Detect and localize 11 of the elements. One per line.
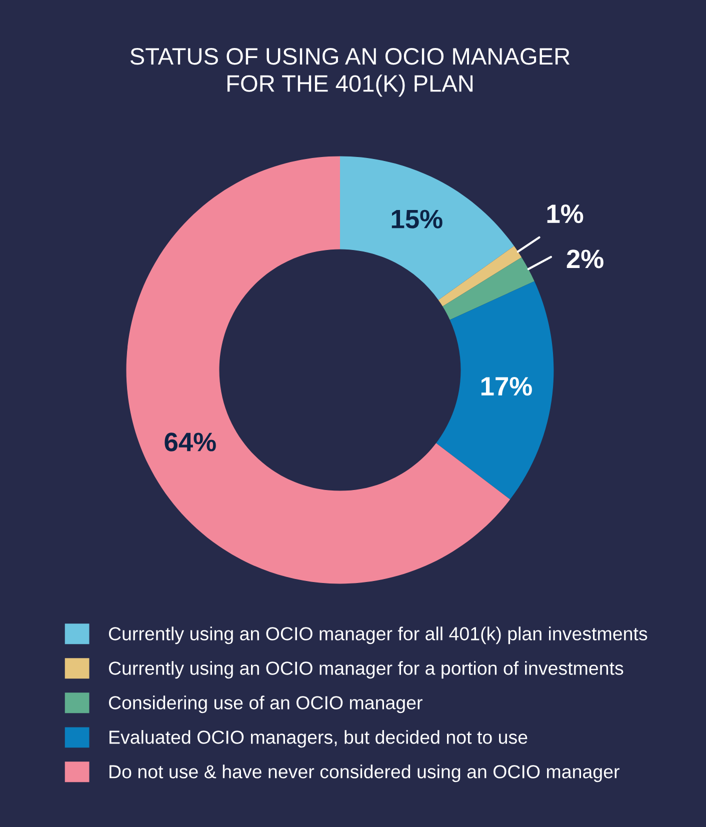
legend-label: Currently using an OCIO manager for a portion of investments [108,661,624,679]
chart-title: STATUS OF USING AN OCIO MANAGER FOR THE 401(K) PLAN [130,48,570,97]
legend-label: Do not use & have never considered using an OCIO manager [110,764,620,782]
data-label: 1% [547,204,584,224]
data-label: 2% [566,250,604,268]
legend-label: Currently using an OCIO manager for all 401(k) plan investments [108,626,648,644]
data-label: 15% [392,210,442,228]
legend-label: Considering use of an OCIO manager [108,696,422,714]
data-label: 64% [164,432,216,452]
legend-label: Evaluated OCIO managers, but decided not to use [110,730,528,748]
data-label: 17% [481,377,532,396]
